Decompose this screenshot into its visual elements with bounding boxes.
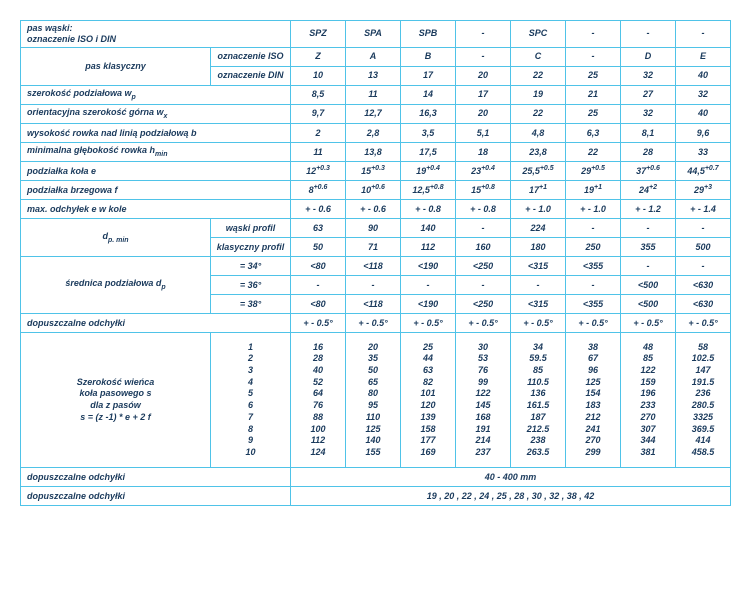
hdr-pas-klasyczny: pas klasyczny [21, 47, 211, 85]
row-tol1: dopuszczalne odchyłki + - 0.5°+ - 0.5° +… [21, 314, 731, 333]
spec-table: pas wąski: oznaczenie ISO i DIN SPZ SPA … [20, 20, 731, 506]
col-spc: SPC [511, 21, 566, 48]
row-b: wysokość rowka nad linią podziałową b 22… [21, 123, 731, 142]
row-f: podziałka brzegowa f 8+0.6 10+0.6 12,5+0… [21, 181, 731, 200]
hdr-ozn-din: oznaczenie DIN [211, 66, 291, 85]
row-diam-34: średnica podziałowa dp = 34° <80<118 <19… [21, 257, 731, 276]
row-max: max. odchyłek e w kole + - 0.6+ - 0.6 + … [21, 200, 731, 219]
row-tol2: dopuszczalne odchyłki 40 - 400 mm [21, 468, 731, 487]
row-hmin: minimalna głębokość rowka hmin 1113,8 17… [21, 142, 731, 161]
wien-n-col: 12345678910 [211, 333, 291, 468]
col-spa: SPA [346, 21, 401, 48]
hdr-ozn-iso: oznaczenie ISO [211, 47, 291, 66]
col-d3: - [621, 21, 676, 48]
row-tol3: dopuszczalne odchyłki 19 , 20 , 22 , 24 … [21, 487, 731, 506]
wien-label: Szerokość wieńca koła pasowego s dla z p… [25, 377, 206, 424]
row-e: podziałka koła e 12+0.3 15+0.3 19+0.4 23… [21, 162, 731, 181]
col-d2: - [566, 21, 621, 48]
row-wp: szerokość podziałowa wp 8,511 1417 1921 … [21, 85, 731, 104]
row-wien: Szerokość wieńca koła pasowego s dla z p… [21, 333, 731, 468]
col-spz: SPZ [291, 21, 346, 48]
row-wx: orientacyjna szerokość górna wx 9,712,7 … [21, 104, 731, 123]
col-d4: - [676, 21, 731, 48]
col-spb: SPB [401, 21, 456, 48]
row-dp-waski: dp. min wąski profil 6390 140- 224- -- [21, 219, 731, 238]
col-dash: - [456, 21, 511, 48]
hdr-pas-waski: pas wąski: oznaczenie ISO i DIN [21, 21, 291, 48]
